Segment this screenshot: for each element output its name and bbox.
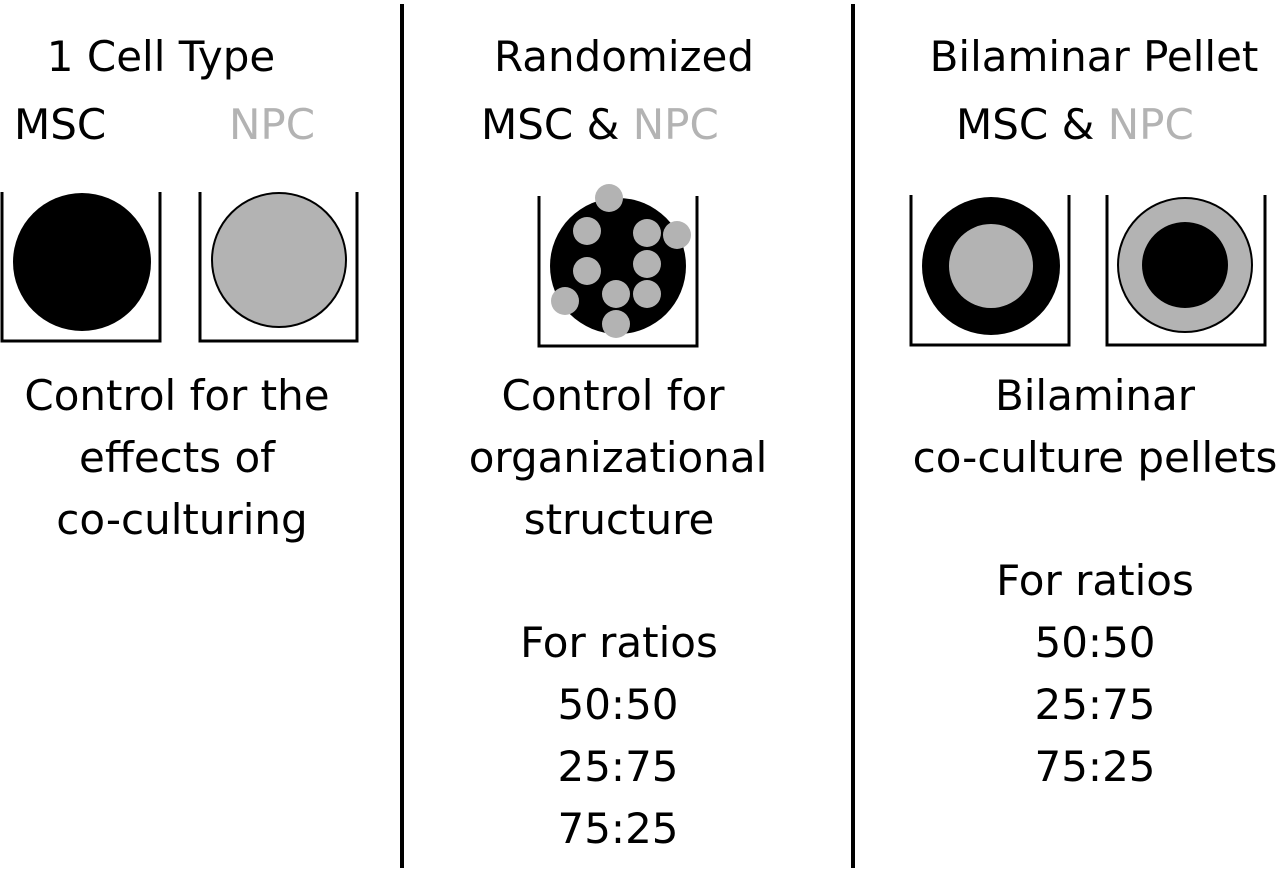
- npc-cell: [595, 184, 623, 212]
- panel-1-msc-label: MSC: [14, 100, 107, 149]
- panel-2-description-line-1: Control for: [501, 371, 725, 420]
- well-outline: [909, 195, 1071, 347]
- panel-3-joiner: &: [1061, 100, 1095, 149]
- panel-2-ratio-3: 75:25: [557, 804, 679, 853]
- npc-cell: [573, 217, 601, 245]
- panel-3-title: Bilaminar Pellet: [929, 32, 1259, 81]
- panel-3-msc-label: MSC: [956, 100, 1049, 149]
- panel-2-ratio-2: 25:75: [557, 742, 679, 791]
- panel-3-npc-label: NPC: [1107, 100, 1194, 149]
- npc-inner-core: [949, 224, 1033, 308]
- panel-2-ratio-1: 50:50: [557, 680, 679, 729]
- npc-cell: [633, 250, 661, 278]
- npc-cell: [551, 287, 579, 315]
- msc-well: [0, 192, 162, 343]
- well-outline: [1105, 195, 1267, 347]
- msc-inner-core: [1142, 222, 1228, 308]
- npc-cell: [602, 280, 630, 308]
- panel-1-npc-label: NPC: [229, 100, 316, 149]
- panel-2-ratios-heading: For ratios: [520, 618, 718, 667]
- well-outline: [0, 192, 162, 343]
- npc-well: [198, 192, 359, 343]
- panel-2-description-line-3: structure: [523, 495, 715, 544]
- npc-cell: [573, 257, 601, 285]
- panel-1-title: 1 Cell Type: [46, 32, 276, 81]
- panel-3-ratios-heading: For ratios: [996, 556, 1194, 605]
- panel-3-description-line-1: Bilaminar: [994, 371, 1196, 420]
- panel-2-joiner: &: [586, 100, 620, 149]
- npc-cell: [633, 280, 661, 308]
- panel-1-description-line-1: Control for the: [24, 371, 330, 420]
- bilaminar-well-msc-outer: [909, 195, 1071, 347]
- npc-cell-cluster: [551, 184, 691, 338]
- panel-1-description-line-2: effects of: [79, 433, 275, 482]
- panel-3-label-line: MSC & NPC: [956, 104, 1194, 146]
- panel-3-ratio-3: 75:25: [1034, 742, 1156, 791]
- bilaminar-well-npc-outer: [1105, 195, 1267, 347]
- well-outline: [198, 192, 359, 343]
- msc-pellet: [13, 193, 151, 331]
- panel-3-ratio-2: 25:75: [1034, 680, 1156, 729]
- npc-cell: [602, 310, 630, 338]
- panel-2-label-line: MSC & NPC: [481, 104, 719, 146]
- panel-3-description-line-2: co-culture pellets: [912, 433, 1278, 482]
- well-outline: [537, 196, 699, 348]
- panel-2-description-line-2: organizational: [468, 433, 768, 482]
- panel-3-ratio-1: 50:50: [1034, 618, 1156, 667]
- panel-2-title: Randomized: [493, 32, 755, 81]
- npc-pellet: [211, 192, 347, 328]
- panel-1-description-line-3: co-culturing: [56, 495, 308, 544]
- npc-cell: [633, 219, 661, 247]
- panel-2-npc-label: NPC: [632, 100, 719, 149]
- panel-2-msc-label: MSC: [481, 100, 574, 149]
- randomized-well: [537, 184, 699, 348]
- npc-cell: [663, 221, 691, 249]
